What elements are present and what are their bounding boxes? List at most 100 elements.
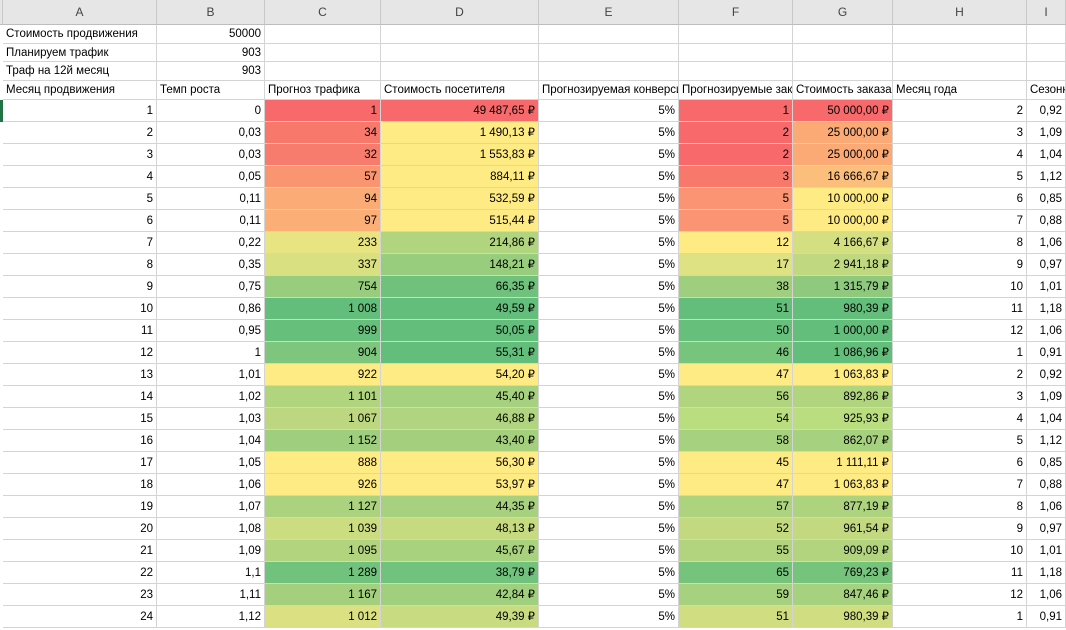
empty-cell[interactable]	[793, 43, 893, 62]
param-label[interactable]: Стоимость продвижения	[3, 25, 157, 44]
table-cell[interactable]: 1,06	[1027, 320, 1066, 342]
table-cell[interactable]: 48,13 ₽	[381, 518, 539, 540]
table-cell[interactable]: 2	[3, 122, 157, 144]
table-cell[interactable]: 2	[893, 364, 1027, 386]
table-cell[interactable]: 1,18	[1027, 562, 1066, 584]
table-cell[interactable]: 44,35 ₽	[381, 496, 539, 518]
table-cell[interactable]: 5%	[539, 474, 679, 496]
column-header-h[interactable]: H	[893, 0, 1027, 25]
empty-cell[interactable]	[265, 62, 381, 81]
table-cell[interactable]: 769,23 ₽	[793, 562, 893, 584]
param-value[interactable]: 903	[157, 62, 265, 81]
table-cell[interactable]: 1 490,13 ₽	[381, 122, 539, 144]
table-cell[interactable]: 0,85	[1027, 452, 1066, 474]
table-cell[interactable]: 5%	[539, 496, 679, 518]
table-cell[interactable]: 11	[893, 298, 1027, 320]
table-cell[interactable]: 1,09	[157, 540, 265, 562]
table-cell[interactable]: 0,88	[1027, 474, 1066, 496]
empty-cell[interactable]	[679, 62, 793, 81]
table-cell[interactable]: 5%	[539, 188, 679, 210]
table-cell[interactable]: 0,75	[157, 276, 265, 298]
table-cell[interactable]: 66,35 ₽	[381, 276, 539, 298]
table-cell[interactable]: 1,09	[1027, 386, 1066, 408]
table-cell[interactable]: 3	[3, 144, 157, 166]
column-header-c[interactable]: C	[265, 0, 381, 25]
table-header[interactable]: Месяц продвижения	[3, 80, 157, 100]
table-cell[interactable]: 2	[893, 100, 1027, 122]
empty-cell[interactable]	[679, 43, 793, 62]
table-cell[interactable]: 1 167	[265, 584, 381, 606]
empty-cell[interactable]	[1027, 43, 1066, 62]
table-cell[interactable]: 5%	[539, 254, 679, 276]
table-cell[interactable]: 884,11 ₽	[381, 166, 539, 188]
table-cell[interactable]: 50 000,00 ₽	[793, 100, 893, 122]
empty-cell[interactable]	[539, 62, 679, 81]
param-label[interactable]: Планируем трафик	[3, 43, 157, 62]
table-cell[interactable]: 0,91	[1027, 606, 1066, 628]
table-cell[interactable]: 7	[893, 474, 1027, 496]
table-cell[interactable]: 1 086,96 ₽	[793, 342, 893, 364]
table-cell[interactable]: 1 063,83 ₽	[793, 364, 893, 386]
table-cell[interactable]: 13	[3, 364, 157, 386]
table-cell[interactable]: 0	[157, 100, 265, 122]
table-cell[interactable]: 1,02	[157, 386, 265, 408]
table-cell[interactable]: 10	[893, 276, 1027, 298]
table-cell[interactable]: 1,08	[157, 518, 265, 540]
empty-cell[interactable]	[1027, 25, 1066, 44]
table-cell[interactable]: 5%	[539, 232, 679, 254]
table-cell[interactable]: 1,18	[1027, 298, 1066, 320]
table-cell[interactable]: 1,06	[157, 474, 265, 496]
table-cell[interactable]: 5%	[539, 606, 679, 628]
table-cell[interactable]: 21	[3, 540, 157, 562]
column-header-i[interactable]: I	[1027, 0, 1066, 25]
table-cell[interactable]: 980,39 ₽	[793, 606, 893, 628]
table-cell[interactable]: 57	[679, 496, 793, 518]
table-cell[interactable]: 8	[893, 232, 1027, 254]
table-cell[interactable]: 9	[3, 276, 157, 298]
table-cell[interactable]: 56,30 ₽	[381, 452, 539, 474]
table-cell[interactable]: 10	[3, 298, 157, 320]
table-cell[interactable]: 5%	[539, 320, 679, 342]
table-cell[interactable]: 1	[893, 606, 1027, 628]
table-cell[interactable]: 6	[893, 188, 1027, 210]
table-cell[interactable]: 9	[893, 254, 1027, 276]
table-cell[interactable]: 1,01	[1027, 276, 1066, 298]
table-cell[interactable]: 7	[893, 210, 1027, 232]
table-cell[interactable]: 22	[3, 562, 157, 584]
column-header-f[interactable]: F	[679, 0, 793, 25]
table-cell[interactable]: 45,40 ₽	[381, 386, 539, 408]
table-cell[interactable]: 1	[157, 342, 265, 364]
table-cell[interactable]: 3	[893, 386, 1027, 408]
table-cell[interactable]: 515,44 ₽	[381, 210, 539, 232]
table-cell[interactable]: 4	[893, 144, 1027, 166]
empty-cell[interactable]	[793, 25, 893, 44]
table-cell[interactable]: 1,01	[157, 364, 265, 386]
table-cell[interactable]: 16	[3, 430, 157, 452]
table-cell[interactable]: 0,11	[157, 210, 265, 232]
table-cell[interactable]: 25 000,00 ₽	[793, 144, 893, 166]
empty-cell[interactable]	[893, 43, 1027, 62]
table-cell[interactable]: 925,93 ₽	[793, 408, 893, 430]
empty-cell[interactable]	[1027, 62, 1066, 81]
table-cell[interactable]: 49,59 ₽	[381, 298, 539, 320]
table-cell[interactable]: 0,05	[157, 166, 265, 188]
table-cell[interactable]: 5%	[539, 276, 679, 298]
table-cell[interactable]: 1	[893, 342, 1027, 364]
table-cell[interactable]: 1,11	[157, 584, 265, 606]
table-cell[interactable]: 4	[893, 408, 1027, 430]
table-cell[interactable]: 5%	[539, 452, 679, 474]
table-cell[interactable]: 19	[3, 496, 157, 518]
table-cell[interactable]: 0,92	[1027, 364, 1066, 386]
table-cell[interactable]: 754	[265, 276, 381, 298]
table-cell[interactable]: 0,03	[157, 122, 265, 144]
table-cell[interactable]: 1,1	[157, 562, 265, 584]
table-cell[interactable]: 0,11	[157, 188, 265, 210]
empty-cell[interactable]	[265, 43, 381, 62]
table-cell[interactable]: 11	[3, 320, 157, 342]
table-cell[interactable]: 3	[893, 122, 1027, 144]
param-value[interactable]: 903	[157, 43, 265, 62]
table-cell[interactable]: 1,04	[1027, 144, 1066, 166]
table-header[interactable]: Сезонка	[1027, 80, 1066, 100]
table-cell[interactable]: 5%	[539, 298, 679, 320]
table-cell[interactable]: 3	[679, 166, 793, 188]
